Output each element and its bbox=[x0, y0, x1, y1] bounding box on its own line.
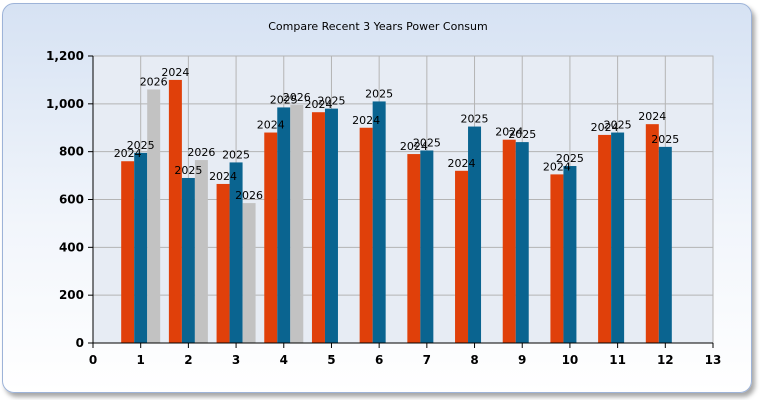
bar-2025-2 bbox=[181, 177, 195, 343]
x-tick-label: 12 bbox=[657, 353, 674, 367]
data-label: 2026 bbox=[187, 146, 215, 159]
y-tick-label: 1,000 bbox=[46, 97, 84, 111]
data-label: 2024 bbox=[543, 160, 571, 173]
data-label: 2025 bbox=[270, 93, 298, 106]
x-tick-label: 7 bbox=[423, 353, 431, 367]
y-tick-label: 0 bbox=[76, 336, 84, 350]
data-label: 2024 bbox=[304, 98, 332, 111]
data-label: 2025 bbox=[317, 95, 345, 108]
bar-2024-7 bbox=[407, 154, 421, 343]
bar-2024-2 bbox=[168, 79, 182, 344]
data-labels: 2024202520262024202520262024202520262024… bbox=[114, 66, 680, 202]
x-tick-label: 8 bbox=[470, 353, 478, 367]
y-tick-label: 800 bbox=[59, 145, 84, 159]
x-tick-label: 4 bbox=[280, 353, 288, 367]
bar-2024-3 bbox=[216, 183, 230, 343]
x-tick-label: 6 bbox=[375, 353, 383, 367]
data-label: 2025 bbox=[174, 164, 202, 177]
data-label: 2025 bbox=[127, 139, 155, 152]
data-label: 2025 bbox=[604, 119, 632, 132]
bar-2024-1 bbox=[121, 161, 135, 343]
x-tick-label: 5 bbox=[327, 353, 335, 367]
bar-2024-9 bbox=[502, 139, 516, 343]
bar-2025-1 bbox=[134, 152, 148, 343]
bar-2025-8 bbox=[468, 126, 482, 343]
bar-2025-7 bbox=[420, 150, 434, 343]
x-tick-label: 9 bbox=[518, 353, 526, 367]
data-label: 2025 bbox=[365, 87, 393, 100]
bar-2026-1 bbox=[147, 89, 161, 343]
bar-2025-5 bbox=[324, 108, 338, 343]
bar-2024-12 bbox=[645, 124, 659, 343]
bar-2026-3 bbox=[242, 203, 256, 343]
data-label: 2024 bbox=[352, 114, 380, 127]
x-tick-label: 0 bbox=[89, 353, 97, 367]
data-label: 2024 bbox=[638, 110, 666, 123]
bar-2026-2 bbox=[194, 160, 208, 343]
data-label: 2025 bbox=[556, 152, 584, 165]
data-label: 2026 bbox=[283, 91, 311, 104]
x-tick-label: 11 bbox=[609, 353, 626, 367]
data-label: 2025 bbox=[222, 148, 250, 161]
x-tick-label: 3 bbox=[232, 353, 240, 367]
bar-2025-12 bbox=[658, 146, 672, 343]
bar-2024-10 bbox=[550, 174, 564, 343]
bar-2024-4 bbox=[264, 132, 278, 343]
bars bbox=[121, 79, 672, 344]
x-tick-label: 1 bbox=[137, 353, 145, 367]
data-label: 2025 bbox=[413, 136, 441, 149]
bar-2024-5 bbox=[311, 112, 325, 344]
data-label: 2024 bbox=[114, 147, 142, 160]
bar-2025-4 bbox=[277, 107, 291, 343]
data-label: 2026 bbox=[140, 75, 168, 88]
data-label: 2024 bbox=[591, 121, 619, 134]
data-label: 2026 bbox=[235, 189, 263, 202]
bar-2024-11 bbox=[598, 134, 612, 343]
data-label: 2024 bbox=[448, 157, 476, 170]
data-label: 2024 bbox=[161, 66, 189, 79]
bar-2024-6 bbox=[359, 127, 373, 343]
data-label: 2025 bbox=[508, 128, 536, 141]
bar-2026-4 bbox=[290, 105, 304, 343]
bar-2025-10 bbox=[563, 166, 577, 343]
data-label: 2025 bbox=[461, 113, 489, 126]
chart-title: Compare Recent 3 Years Power Consum bbox=[268, 20, 487, 33]
y-tick-label: 400 bbox=[59, 240, 84, 254]
y-tick-label: 600 bbox=[59, 193, 84, 207]
y-tick-label: 200 bbox=[59, 288, 84, 302]
x-tick-label: 2 bbox=[184, 353, 192, 367]
data-label: 2024 bbox=[495, 126, 523, 139]
x-tick-label: 10 bbox=[562, 353, 579, 367]
x-tick-label: 13 bbox=[705, 353, 722, 367]
bar-2025-6 bbox=[372, 101, 386, 343]
bar-2025-9 bbox=[515, 142, 529, 343]
data-label: 2024 bbox=[257, 119, 285, 132]
bar-2024-8 bbox=[455, 170, 469, 343]
data-label: 2024 bbox=[209, 170, 237, 183]
y-tick-label: 1,200 bbox=[46, 49, 84, 63]
bar-2025-3 bbox=[229, 162, 243, 343]
data-label: 2025 bbox=[651, 133, 679, 146]
data-label: 2024 bbox=[400, 140, 428, 153]
bar-2025-11 bbox=[611, 132, 625, 343]
